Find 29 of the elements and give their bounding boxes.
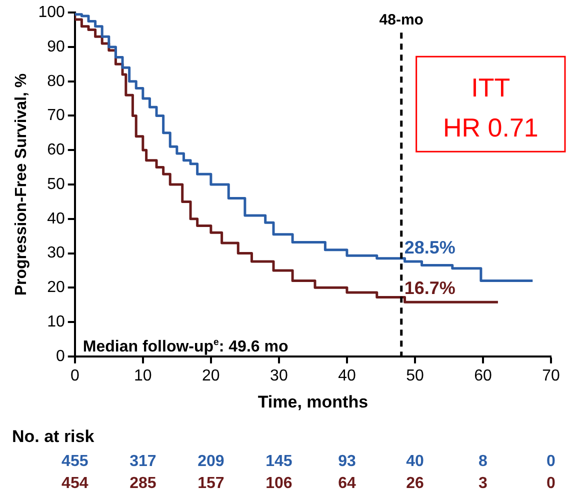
y-tick-label: 60 xyxy=(47,142,65,159)
y-tick-label: 0 xyxy=(56,348,65,365)
text: 454 285 157 106 64 26 3 0 xyxy=(62,475,556,492)
x-tick-label: 20 xyxy=(202,367,220,384)
x-tick-label: 70 xyxy=(542,367,560,384)
y-tick-label: 30 xyxy=(47,244,65,262)
annotation: 16.7% xyxy=(404,278,456,298)
y-tick-label: 70 xyxy=(47,107,65,124)
annotation: ITT xyxy=(471,72,510,103)
x-tick-label: 60 xyxy=(474,367,492,384)
y-tick-label: 50 xyxy=(47,176,65,193)
x-tick-label: 40 xyxy=(338,367,356,384)
y-axis-title: Progression-Free Survival, % xyxy=(13,73,30,296)
x-tick-label: 50 xyxy=(406,367,424,384)
y-tick-label: 100 xyxy=(38,4,65,22)
annotation: HR 0.71 xyxy=(442,112,538,143)
y-tick-label: 20 xyxy=(47,279,65,296)
x-axis-title: Time, months xyxy=(258,392,368,412)
x-tick-label: 10 xyxy=(134,367,152,384)
y-tick-label: 40 xyxy=(47,210,65,228)
y-tick-label: 80 xyxy=(47,72,65,90)
annotation: 28.5% xyxy=(404,237,456,258)
ref-line-label: 48-mo xyxy=(379,12,424,29)
y-tick-label: 90 xyxy=(47,38,65,56)
y-tick-label: 10 xyxy=(47,313,65,330)
x-tick-label: 30 xyxy=(270,367,288,384)
x-tick-label: 0 xyxy=(70,367,80,384)
text: 455 317 209 145 93 40 8 0 xyxy=(62,453,556,470)
text: No. at risk xyxy=(12,427,95,446)
